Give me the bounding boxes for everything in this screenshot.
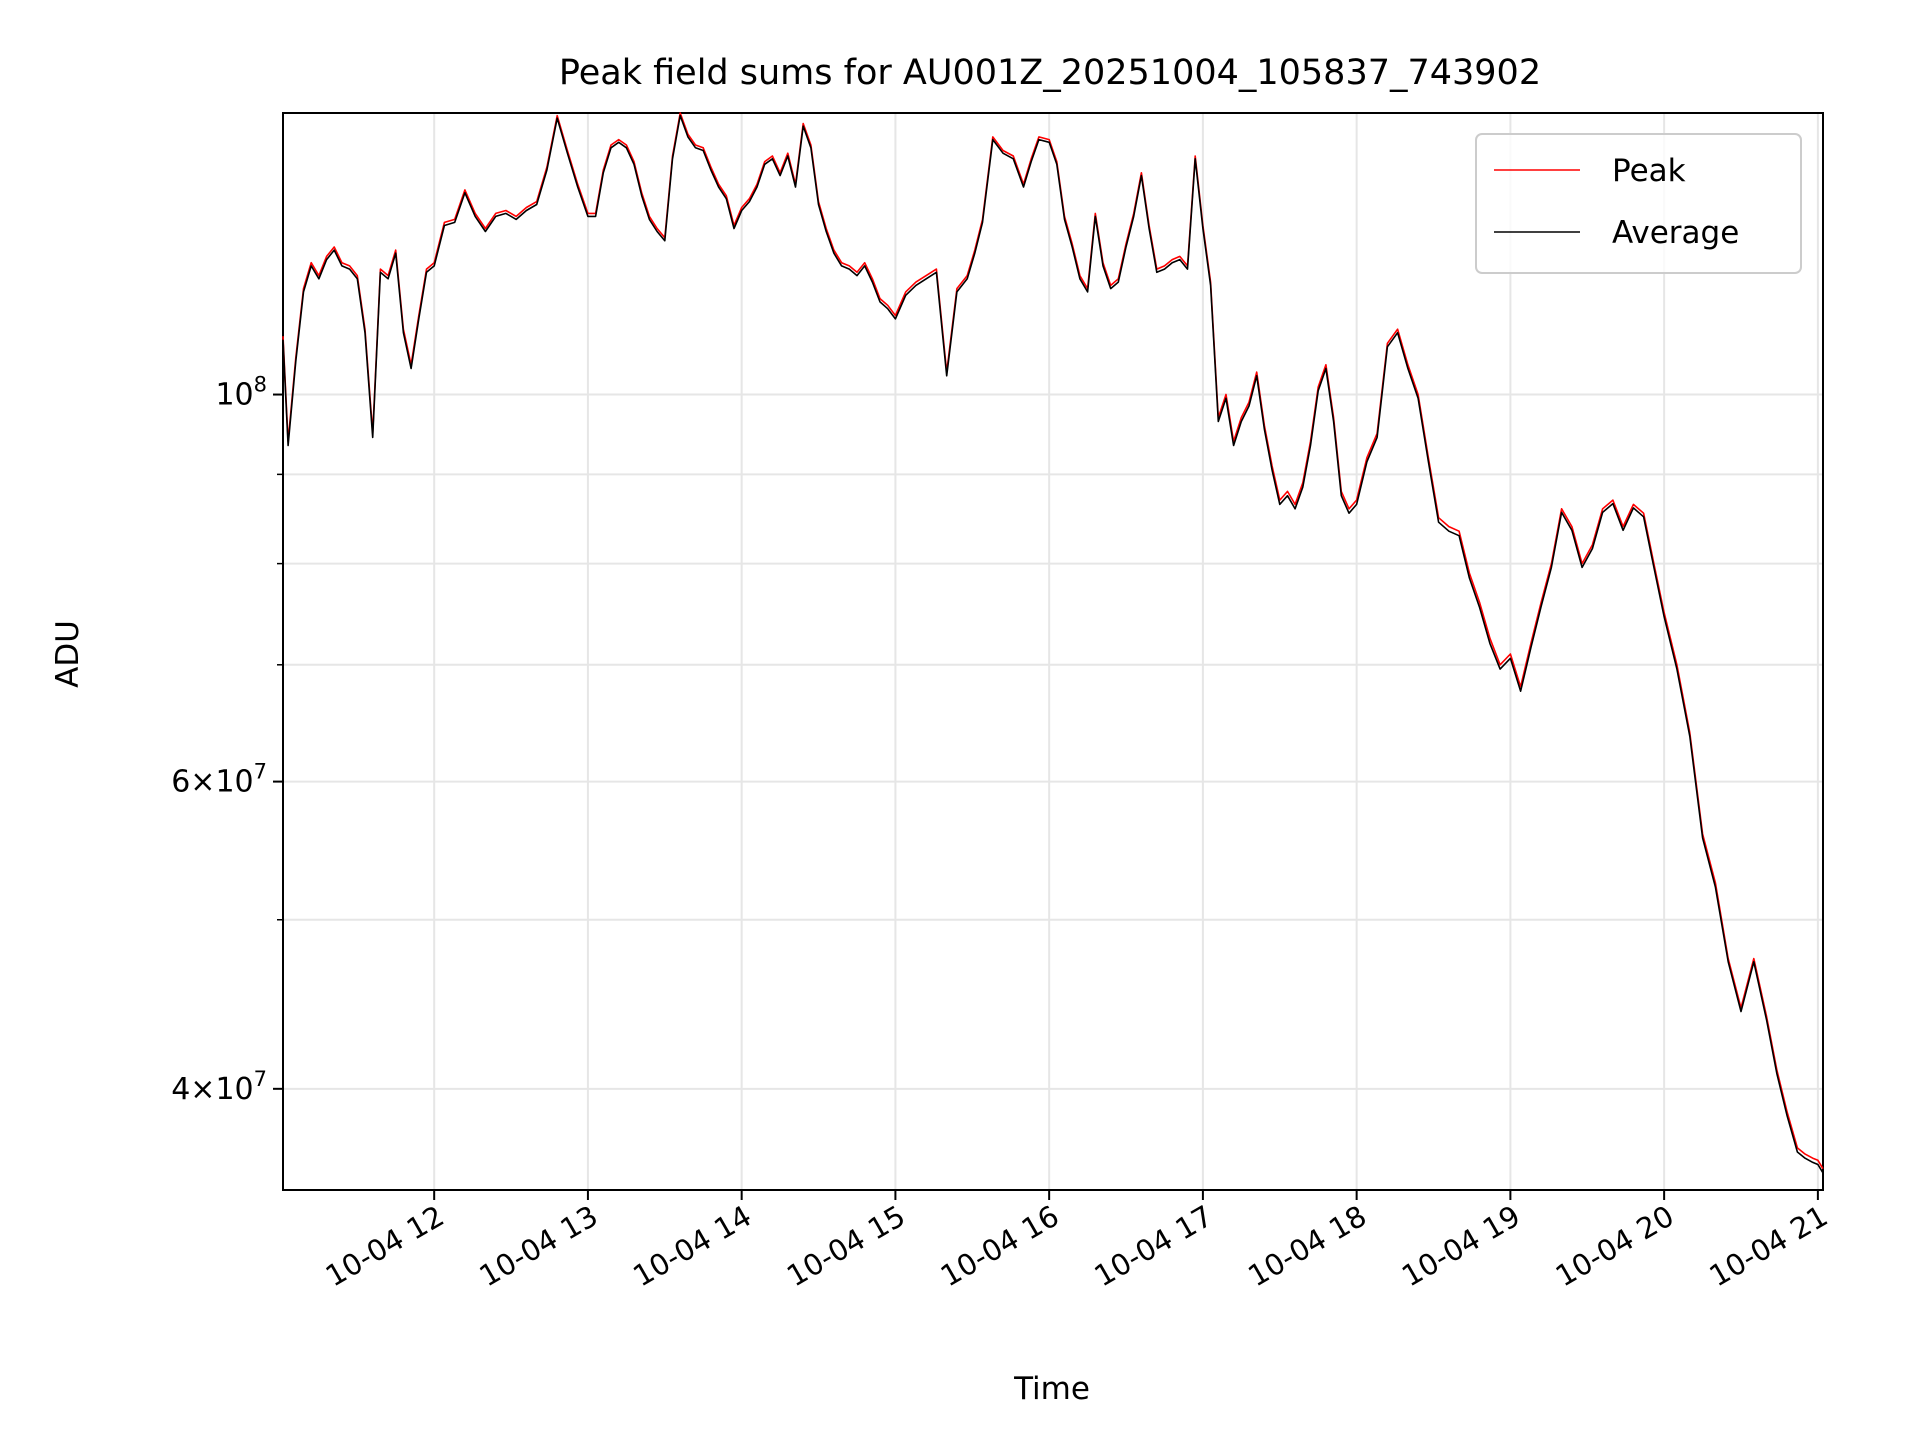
y-tick-label-exponent: 7: [254, 1067, 267, 1091]
legend-label-average: Average: [1612, 215, 1739, 251]
x-axis: 10-04 12 10-04 13 10-04 14 10-04 15 10-04 16…: [320, 1190, 1833, 1294]
y-tick-label-mantissa: 6×10: [171, 765, 253, 800]
plot-area-frame: [282, 112, 1824, 1191]
x-tick-label: 10-04 12: [320, 1199, 450, 1294]
grid: [283, 113, 1823, 1190]
x-tick-label: 10-04 15: [781, 1199, 911, 1294]
legend: Peak Average: [1475, 133, 1802, 274]
y-tick-label: 4×107: [171, 1067, 267, 1107]
series-layer: [282, 112, 1824, 1174]
x-axis-label: Time: [1013, 1371, 1090, 1407]
y-tick-label-exponent: 7: [254, 760, 267, 784]
y-axis-label: ADU: [50, 620, 86, 688]
x-tick-label: 10-04 17: [1088, 1199, 1218, 1294]
legend-label-peak: Peak: [1612, 153, 1686, 189]
y-tick-label-mantissa: 4×10: [171, 1072, 253, 1107]
y-tick-label-mantissa: 10: [215, 378, 253, 413]
y-tick-label: 6×107: [171, 760, 267, 800]
x-tick-label: 10-04 20: [1550, 1199, 1680, 1294]
x-tick-label: 10-04 13: [474, 1199, 604, 1294]
series-line-peak: [282, 112, 1824, 1170]
x-tick-label: 10-04 16: [935, 1199, 1065, 1294]
x-tick-label: 10-04 14: [627, 1199, 757, 1294]
x-tick-label: 10-04 21: [1703, 1199, 1833, 1294]
legend-box: [1475, 133, 1802, 274]
chart-title: Peak field sums for AU001Z_20251004_1058…: [559, 53, 1541, 93]
x-tick-label: 10-04 18: [1242, 1199, 1372, 1294]
y-tick-label-exponent: 8: [254, 373, 267, 397]
x-tick-label: 10-04 19: [1396, 1199, 1526, 1294]
series-line-average: [282, 114, 1824, 1174]
y-tick-label: 108: [215, 373, 267, 413]
